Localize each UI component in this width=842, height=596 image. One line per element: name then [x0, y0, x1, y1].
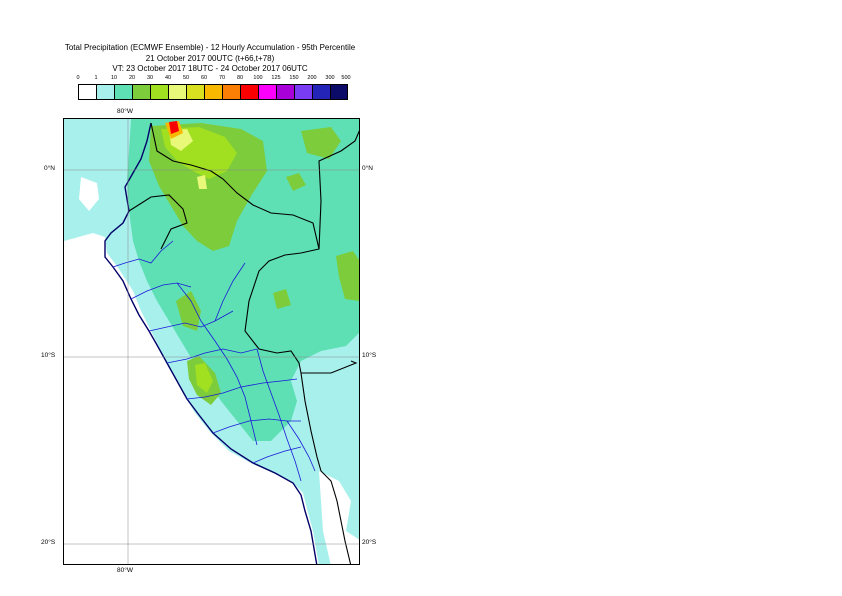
- colorbar-label: 200: [307, 75, 317, 81]
- dry-inland-patch: [319, 471, 359, 564]
- lon-label-top: 80°W: [117, 108, 133, 115]
- colorbar-swatch: [186, 84, 205, 100]
- colorbar-swatch: [96, 84, 115, 100]
- graticule: [64, 119, 359, 564]
- lat-label-left-10s: 10°S: [41, 352, 56, 359]
- colorbar-label: 150: [289, 75, 299, 81]
- country-borders: [128, 122, 359, 564]
- colorbar-label: 40: [164, 75, 172, 81]
- colorbar-label: 1: [94, 75, 98, 81]
- precipitation-map: [63, 118, 360, 565]
- colorbar-label: 60: [200, 75, 208, 81]
- precip-patch-green: [301, 127, 341, 159]
- lat-label-left-0: 0°N: [44, 165, 55, 172]
- colorbar-swatch: [114, 84, 133, 100]
- colorbar-label: 100: [253, 75, 263, 81]
- title-line-1: Total Precipitation (ECMWF Ensemble) - 1…: [64, 43, 356, 52]
- colorbar-label: 125: [271, 75, 281, 81]
- colorbar-swatch: [168, 84, 187, 100]
- precip-patch-pale: [197, 175, 207, 189]
- colorbar-label: 50: [182, 75, 190, 81]
- precip-patch-green: [273, 289, 291, 309]
- colorbar-label: 0: [76, 75, 80, 81]
- colorbar-swatch: [240, 84, 259, 100]
- colorbar-swatch: [312, 84, 331, 100]
- lon-label-bottom: 80°W: [117, 567, 133, 574]
- colorbar-swatch: [150, 84, 169, 100]
- lat-label-right-0: 0°N: [362, 165, 373, 172]
- lat-label-right-10s: 10°S: [362, 352, 377, 359]
- colorbar-swatch: [132, 84, 151, 100]
- colorbar-label: 500: [341, 75, 351, 81]
- colorbar-label: 70: [218, 75, 226, 81]
- colorbar-label: 30: [146, 75, 154, 81]
- colorbar-swatch: [276, 84, 295, 100]
- precip-patch-green: [176, 291, 201, 331]
- colorbar-swatch: [204, 84, 223, 100]
- colorbar-label: 10: [110, 75, 118, 81]
- precip-patch-green: [286, 173, 306, 191]
- lat-label-left-20s: 20°S: [41, 539, 56, 546]
- colorbar-swatch: [294, 84, 313, 100]
- precip-core-red: [169, 121, 179, 134]
- colorbar-label: 300: [325, 75, 335, 81]
- title-line-3: VT: 23 October 2017 18UTC - 24 October 2…: [112, 64, 308, 73]
- colorbar-swatch: [258, 84, 277, 100]
- title-line-2: 21 October 2017 00UTC (t+66,t+78): [145, 54, 275, 63]
- map-canvas: [64, 119, 359, 564]
- colorbar-swatch: [222, 84, 241, 100]
- precip-patch-green: [336, 251, 359, 301]
- colorbar-swatch: [330, 84, 348, 100]
- region-boundaries: [112, 240, 316, 482]
- ocean-dry-area: [64, 233, 319, 564]
- colorbar-swatch: [78, 84, 97, 100]
- precip-patch-yellowgreen: [195, 363, 213, 393]
- colorbar-label: 20: [128, 75, 136, 81]
- ocean-dry-patch: [79, 177, 99, 211]
- lat-label-right-20s: 20°S: [362, 539, 377, 546]
- colorbar-label: 80: [236, 75, 244, 81]
